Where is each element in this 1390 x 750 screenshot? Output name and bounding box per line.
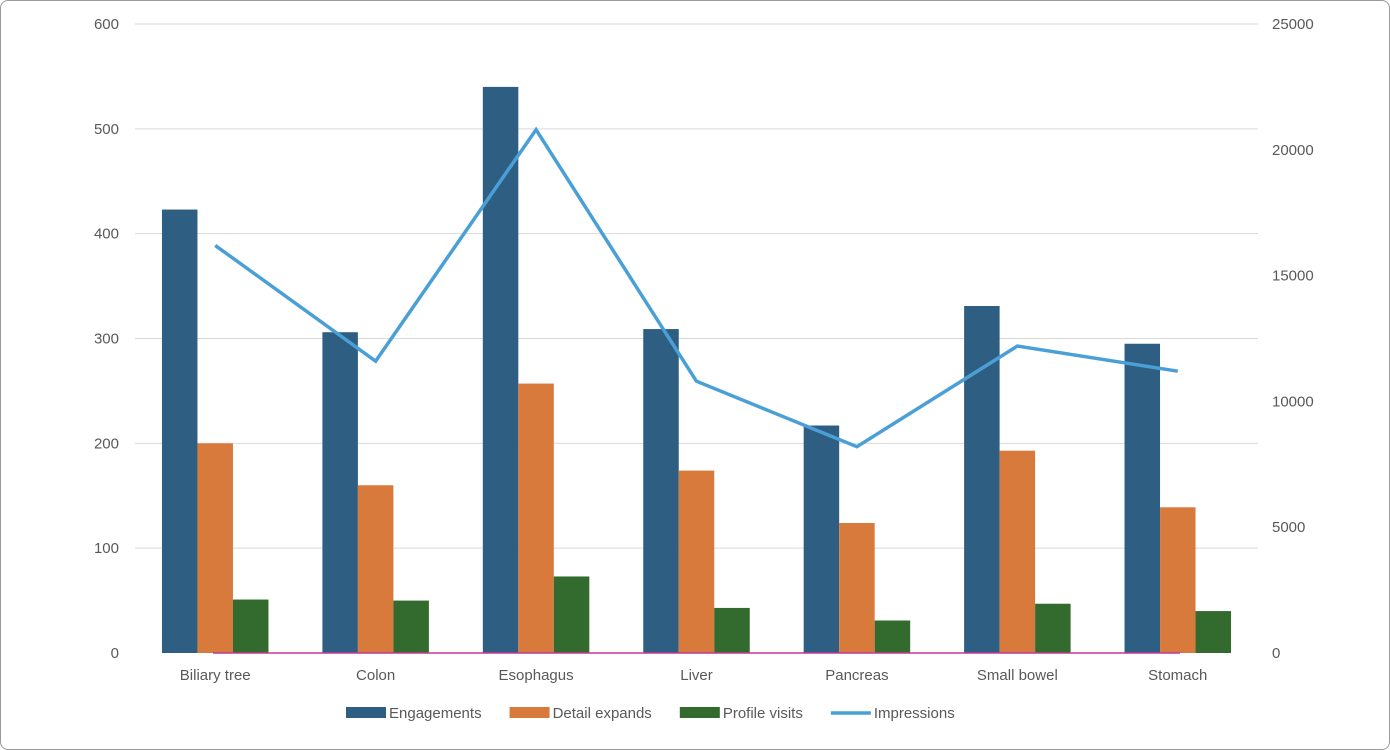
category-label: Pancreas: [825, 667, 888, 684]
legend-label: Engagements: [389, 705, 482, 722]
bar-engagements: [643, 329, 679, 653]
legend-label: Impressions: [874, 705, 955, 722]
bar-profile-visits: [714, 607, 750, 653]
left-tick-label: 400: [94, 226, 119, 243]
left-tick-label: 300: [94, 331, 119, 348]
left-tick-label: 100: [94, 540, 119, 557]
bar-detail-expands: [357, 485, 394, 653]
bar-engagements: [322, 332, 358, 653]
bar-engagements: [482, 86, 519, 653]
category-labels: Biliary tree Colon Esophagus Liver Pancreas S…: [180, 667, 1208, 684]
right-tick-label: 10000: [1272, 393, 1314, 410]
left-tick-label: 200: [94, 435, 119, 452]
impressions-line-group: [214, 126, 1179, 449]
bar-profile-visits: [1195, 611, 1232, 653]
bar-profile-visits: [553, 576, 590, 653]
bar-engagements: [161, 209, 198, 653]
bar-profile-visits: [232, 599, 269, 653]
legend-swatch: [346, 707, 386, 718]
legend: Engagements Detail expands Profile visits I…: [346, 705, 955, 722]
left-tick-label: 600: [94, 16, 119, 33]
right-tick-label: 25000: [1272, 16, 1314, 33]
legend-swatch: [679, 707, 720, 718]
bar-detail-expands: [839, 523, 875, 653]
right-tick-label: 20000: [1272, 142, 1314, 159]
legend-swatch: [509, 707, 550, 718]
left-tick-label: 0: [111, 645, 119, 662]
legend-label: Detail expands: [553, 705, 652, 722]
bar-engagements: [964, 306, 1000, 653]
bar-detail-expands: [518, 383, 554, 653]
category-label: Liver: [680, 667, 713, 684]
category-label: Small bowel: [977, 667, 1058, 684]
line-impressions: [214, 126, 1179, 449]
right-tick-label: 5000: [1272, 519, 1305, 536]
right-axis-ticks: 0 5000 10000 15000 20000 25000: [1272, 16, 1314, 662]
right-tick-label: 0: [1272, 645, 1280, 662]
bar-profile-visits: [874, 620, 911, 653]
bar-profile-visits: [1035, 603, 1071, 653]
category-label: Esophagus: [499, 667, 574, 684]
bar-detail-expands: [999, 450, 1036, 653]
left-tick-label: 500: [94, 121, 119, 138]
gridlines: [135, 23, 1258, 549]
category-label: Stomach: [1148, 667, 1207, 684]
bar-engagements: [803, 425, 840, 653]
bar-detail-expands: [1160, 507, 1196, 653]
bar-detail-expands: [197, 443, 233, 653]
category-label: Biliary tree: [180, 667, 251, 684]
left-axis-ticks: 0 100 200 300 400 500 600: [94, 16, 119, 662]
bar-detail-expands: [678, 470, 715, 653]
bar-profile-visits: [393, 600, 429, 653]
right-tick-label: 15000: [1272, 268, 1314, 285]
bar-engagements: [1124, 343, 1161, 653]
category-label: Colon: [356, 667, 395, 684]
bars: [161, 86, 1232, 653]
legend-label: Profile visits: [723, 705, 803, 722]
